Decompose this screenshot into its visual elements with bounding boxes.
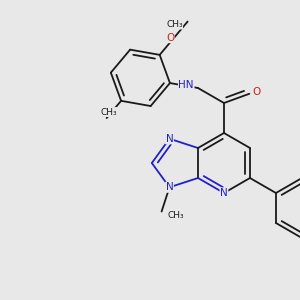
Text: N: N xyxy=(166,182,173,192)
Text: CH₃: CH₃ xyxy=(168,211,184,220)
Text: CH₃: CH₃ xyxy=(100,108,117,117)
Text: O: O xyxy=(166,33,174,43)
Text: N: N xyxy=(166,134,173,144)
Text: N: N xyxy=(220,188,228,198)
Text: CH₃: CH₃ xyxy=(166,20,183,29)
Text: O: O xyxy=(252,87,260,97)
Text: HN: HN xyxy=(178,80,194,90)
